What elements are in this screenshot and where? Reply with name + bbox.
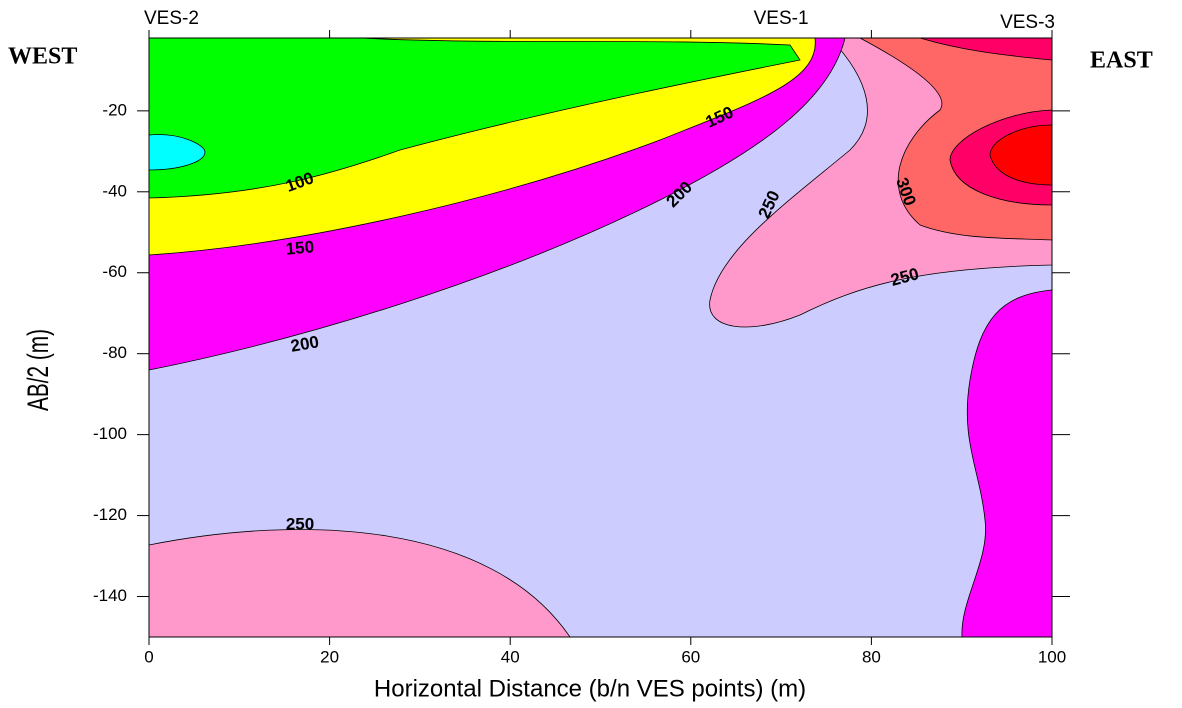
annotation: WEST: [8, 44, 77, 70]
y-tick-label: -140: [93, 586, 127, 605]
x-tick-label: 20: [320, 647, 339, 666]
region-cyan: [148, 134, 206, 171]
region-green: [148, 37, 801, 199]
contour-label: 150: [285, 237, 315, 258]
plot-frame: [148, 37, 1053, 638]
region-magenta: [961, 289, 1053, 638]
x-tick-label: 40: [501, 647, 520, 666]
y-tick-label: -60: [102, 262, 127, 281]
x-tick-label: 100: [1038, 647, 1066, 666]
y-tick-label: -100: [93, 424, 127, 443]
region-pink: [148, 529, 571, 638]
x-axis-label: Horizontal Distance (b/n VES points) (m): [374, 675, 806, 702]
y-tick-label: -120: [93, 505, 127, 524]
region-red: [989, 124, 1053, 186]
annotation: EAST: [1090, 48, 1153, 74]
y-axis-label: AB/2 (m): [22, 329, 55, 411]
x-tick-label: 0: [144, 647, 153, 666]
contour-fill: [148, 37, 1053, 638]
ves-label: VES-1: [754, 8, 809, 29]
ves-label: VES-3: [1000, 12, 1055, 33]
y-tick-label: -20: [102, 100, 127, 119]
x-tick-label: 80: [862, 647, 881, 666]
x-tick-label: 60: [681, 647, 700, 666]
y-tick-label: -80: [102, 343, 127, 362]
ves-label: VES-2: [144, 8, 199, 29]
y-tick-label: -40: [102, 181, 127, 200]
contour-label: 250: [286, 514, 314, 533]
contour-label: 200: [289, 332, 320, 356]
